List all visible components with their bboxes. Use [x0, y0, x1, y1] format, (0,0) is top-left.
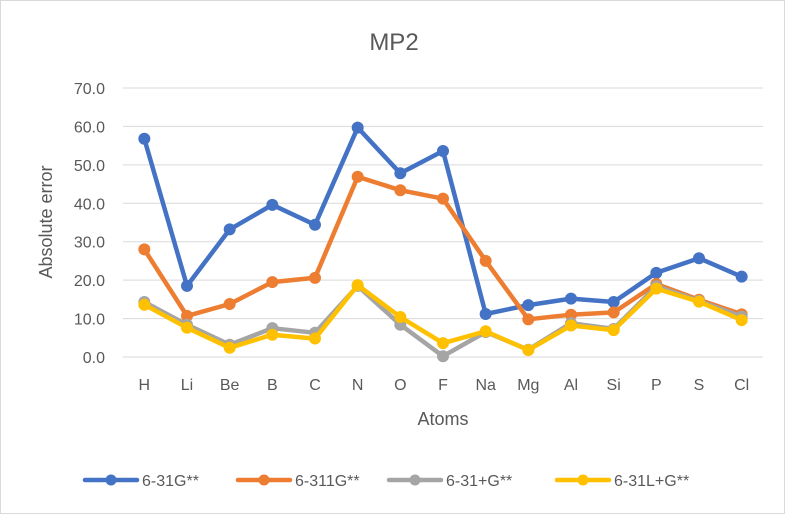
data-point	[223, 341, 236, 354]
data-point	[309, 271, 321, 284]
data-point	[479, 254, 492, 267]
x-tick-label: Si	[607, 377, 621, 394]
series-0	[138, 121, 748, 320]
data-point	[266, 198, 279, 211]
y-tick-label: 70.0	[74, 81, 105, 98]
x-tick-label: Al	[564, 377, 578, 394]
data-point	[266, 276, 279, 289]
legend-item: 6-31G**	[82, 473, 199, 490]
legend-label: 6-31G**	[142, 473, 199, 490]
data-point	[735, 270, 748, 283]
y-tick-label: 60.0	[74, 119, 105, 136]
y-tick-label: 30.0	[74, 235, 105, 252]
legend-item: 6-31L+G**	[554, 473, 689, 490]
data-point	[351, 170, 364, 183]
series-1	[138, 170, 748, 326]
gridlines	[123, 87, 763, 358]
legend-swatch-marker	[258, 474, 270, 486]
data-point	[394, 184, 407, 197]
data-point	[351, 279, 364, 292]
x-axis-title: Atoms	[417, 409, 468, 429]
data-point	[437, 145, 449, 158]
data-point	[479, 307, 492, 320]
y-axis-ticks: 0.0 10.0 20.0 30.0 40.0 50.0 60.0 70.0	[74, 81, 105, 367]
data-point	[394, 167, 407, 180]
x-tick-label: C	[309, 377, 321, 394]
x-tick-label: Mg	[517, 377, 539, 394]
x-tick-label: H	[139, 377, 151, 394]
x-tick-label: S	[694, 377, 705, 394]
data-point	[437, 350, 449, 363]
legend-swatch-marker	[105, 474, 117, 486]
x-tick-label: Na	[475, 377, 496, 394]
y-tick-label: 10.0	[74, 312, 105, 329]
x-tick-label: O	[394, 377, 406, 394]
y-tick-label: 0.0	[83, 350, 105, 367]
legend-swatch-marker	[577, 474, 589, 486]
data-point	[309, 218, 321, 231]
x-tick-label: B	[267, 377, 278, 394]
data-point	[223, 223, 236, 236]
data-point	[607, 306, 620, 319]
data-point	[181, 279, 193, 292]
chart-title: MP2	[369, 29, 418, 56]
data-point	[138, 243, 151, 256]
data-point	[437, 192, 449, 205]
data-point	[138, 132, 151, 145]
y-tick-label: 50.0	[74, 158, 105, 175]
x-tick-label: Be	[220, 377, 240, 394]
data-point	[650, 266, 663, 279]
x-tick-label: P	[651, 377, 662, 394]
legend-item: 6-311G**	[235, 473, 360, 490]
data-point	[394, 311, 407, 324]
data-point	[309, 332, 321, 345]
x-tick-label: Cl	[734, 377, 749, 394]
data-point	[650, 282, 663, 295]
data-point	[693, 252, 705, 265]
data-point	[522, 313, 535, 326]
data-point	[138, 298, 151, 311]
x-axis-ticks: H Li Be B C N O F Na Mg Al Si P S Cl	[139, 377, 750, 394]
data-point	[522, 344, 535, 357]
data-point	[223, 297, 236, 310]
data-point	[565, 319, 577, 332]
data-point	[522, 299, 535, 312]
series-3	[138, 279, 748, 357]
legend-item: 6-31+G**	[386, 473, 512, 490]
data-point	[181, 321, 193, 334]
legend-label: 6-31L+G**	[614, 473, 689, 490]
data-point	[607, 324, 620, 337]
x-tick-label: N	[352, 377, 364, 394]
data-point	[266, 328, 279, 341]
data-point	[437, 337, 449, 350]
data-point	[565, 292, 577, 305]
data-point	[351, 121, 364, 134]
x-tick-label: Li	[181, 377, 193, 394]
legend-label: 6-311G**	[295, 473, 360, 490]
legend-label: 6-31+G**	[446, 473, 512, 490]
data-point	[693, 295, 705, 308]
legend-swatch-marker	[409, 474, 421, 486]
series-lines	[138, 121, 748, 363]
legend: 6-31G** 6-311G** 6-31+G** 6-31L+G**	[82, 473, 689, 490]
x-tick-label: F	[438, 377, 448, 394]
data-point	[479, 325, 492, 338]
y-tick-label: 20.0	[74, 273, 105, 290]
data-point	[735, 314, 748, 327]
data-point	[607, 296, 620, 309]
y-axis-title: Absolute error	[36, 165, 56, 278]
y-tick-label: 40.0	[74, 196, 105, 213]
